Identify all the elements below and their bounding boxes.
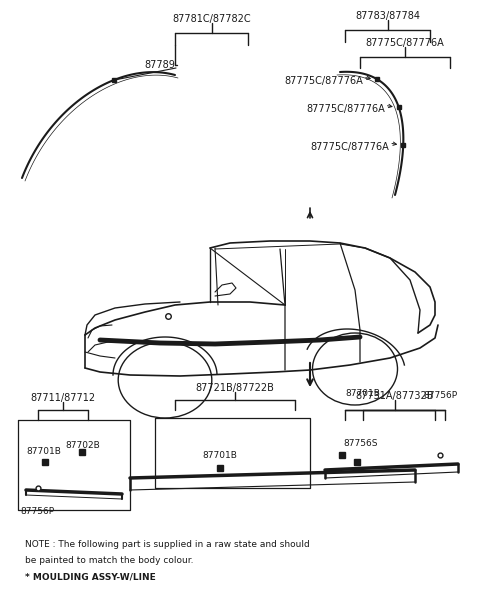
Text: be painted to match the body colour.: be painted to match the body colour. xyxy=(25,556,193,565)
Text: 87775C/87776A: 87775C/87776A xyxy=(311,142,389,152)
Text: NOTE : The following part is supplied in a raw state and should: NOTE : The following part is supplied in… xyxy=(25,540,310,549)
Text: 87775C/87776A: 87775C/87776A xyxy=(366,38,444,48)
Text: 87775C/87776A: 87775C/87776A xyxy=(306,104,385,114)
Text: 87756S: 87756S xyxy=(343,438,377,447)
Text: 87701B: 87701B xyxy=(203,450,238,459)
Text: 87789: 87789 xyxy=(144,60,175,70)
Text: 87701B: 87701B xyxy=(26,447,61,456)
Text: 87711/87712: 87711/87712 xyxy=(30,393,96,403)
Text: 87756P: 87756P xyxy=(423,391,457,400)
Text: 87701B: 87701B xyxy=(346,388,381,397)
Text: 87756P: 87756P xyxy=(20,508,54,517)
Text: * MOULDING ASSY-W/LINE: * MOULDING ASSY-W/LINE xyxy=(25,572,156,581)
Text: 87781C/87782C: 87781C/87782C xyxy=(172,14,251,24)
Text: 87721B/87722B: 87721B/87722B xyxy=(195,383,275,393)
Text: 87702B: 87702B xyxy=(65,441,100,449)
Text: 87783/87784: 87783/87784 xyxy=(355,11,420,21)
Text: 87731A/87732B: 87731A/87732B xyxy=(356,391,434,401)
Text: 87775C/87776A: 87775C/87776A xyxy=(284,76,363,86)
